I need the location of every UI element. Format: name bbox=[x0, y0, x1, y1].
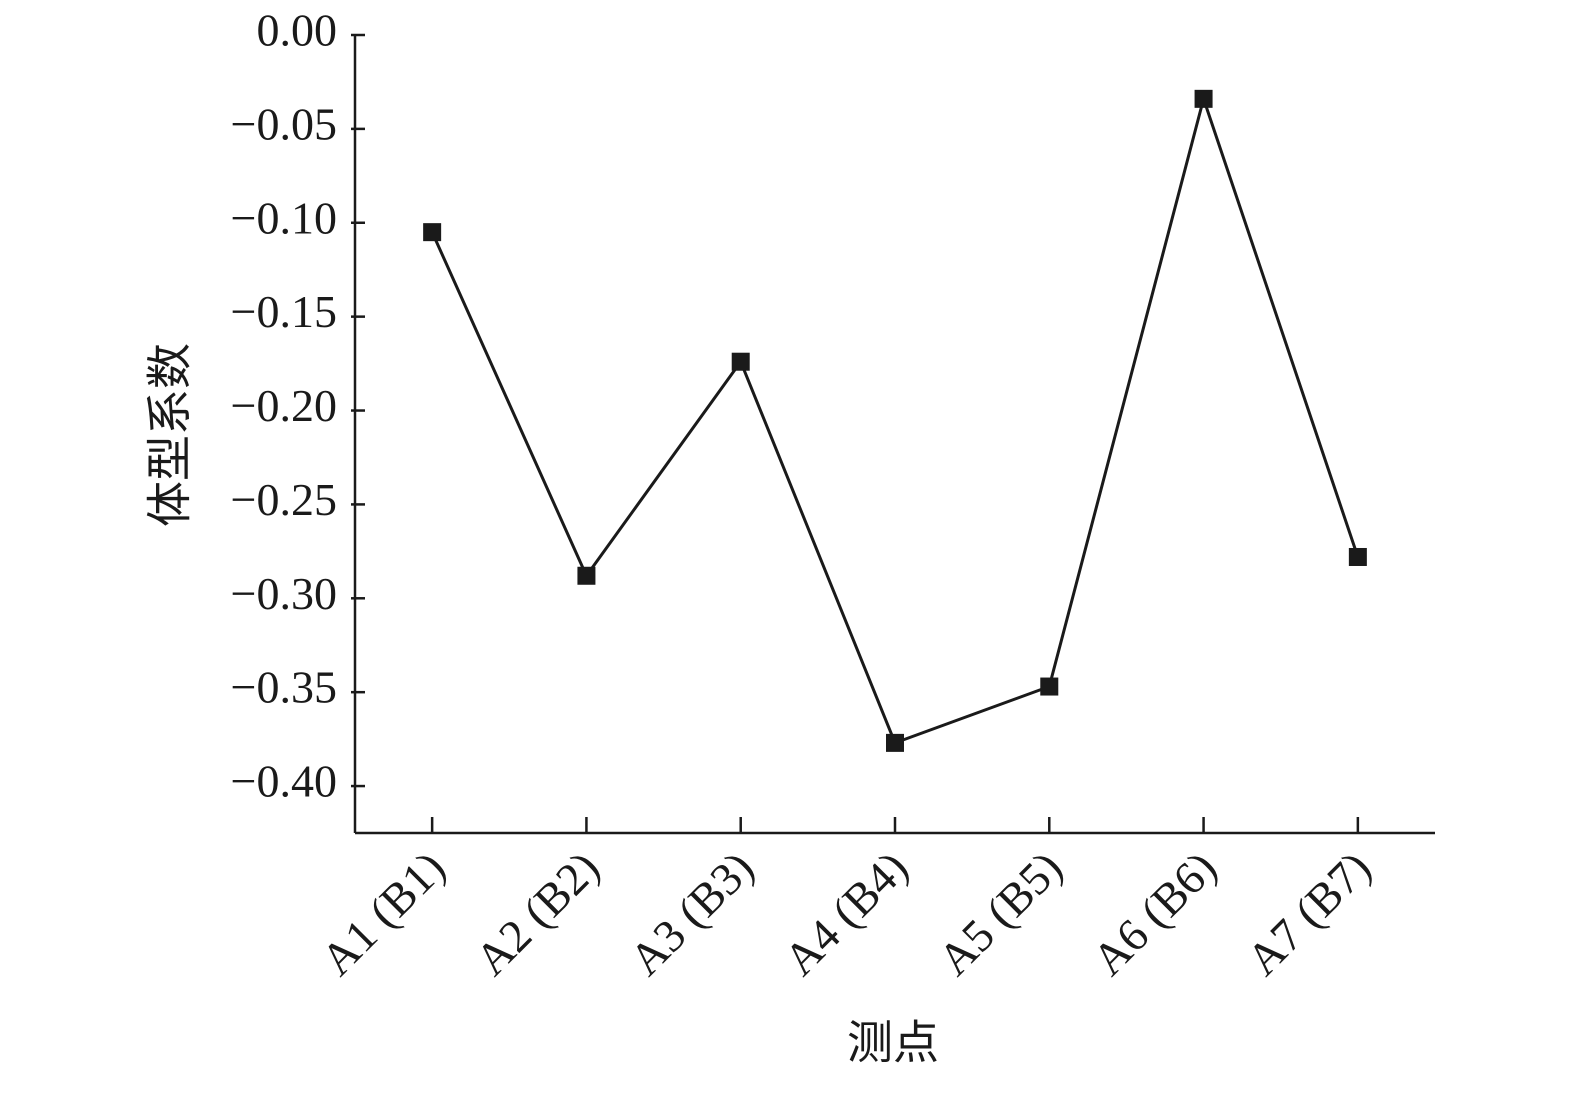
y-axis-label: 体型系数 bbox=[145, 343, 196, 527]
y-tick-label: −0.05 bbox=[231, 98, 337, 149]
data-point bbox=[1194, 89, 1213, 108]
y-tick-label: −0.20 bbox=[231, 380, 337, 431]
y-tick-label: −0.10 bbox=[231, 192, 337, 243]
data-point bbox=[1040, 677, 1059, 696]
y-tick-label: −0.30 bbox=[231, 568, 337, 619]
x-tick-label: A1 (B1) bbox=[311, 841, 455, 985]
data-point bbox=[886, 733, 904, 752]
data-point bbox=[423, 223, 442, 242]
x-tick-label: A5 (B5) bbox=[928, 841, 1072, 985]
y-tick-label: −0.25 bbox=[231, 474, 337, 525]
x-tick-label: A4 (B4) bbox=[774, 841, 918, 985]
x-tick-label: A3 (B3) bbox=[620, 841, 764, 985]
y-tick-label: −0.35 bbox=[231, 662, 337, 713]
data-point bbox=[1348, 547, 1367, 566]
x-tick-label: A7 (B7) bbox=[1237, 841, 1381, 985]
x-tick-label: A6 (B6) bbox=[1083, 841, 1227, 985]
data-point bbox=[577, 566, 596, 585]
x-tick-label: A2 (B2) bbox=[465, 841, 609, 985]
y-tick-label: −0.40 bbox=[231, 756, 337, 807]
data-point bbox=[731, 352, 750, 371]
y-tick-label: −0.15 bbox=[231, 286, 337, 337]
x-axis-label: 测点 bbox=[847, 1018, 939, 1069]
y-tick-label: 0.00 bbox=[257, 5, 338, 56]
data-line bbox=[430, 93, 1360, 745]
